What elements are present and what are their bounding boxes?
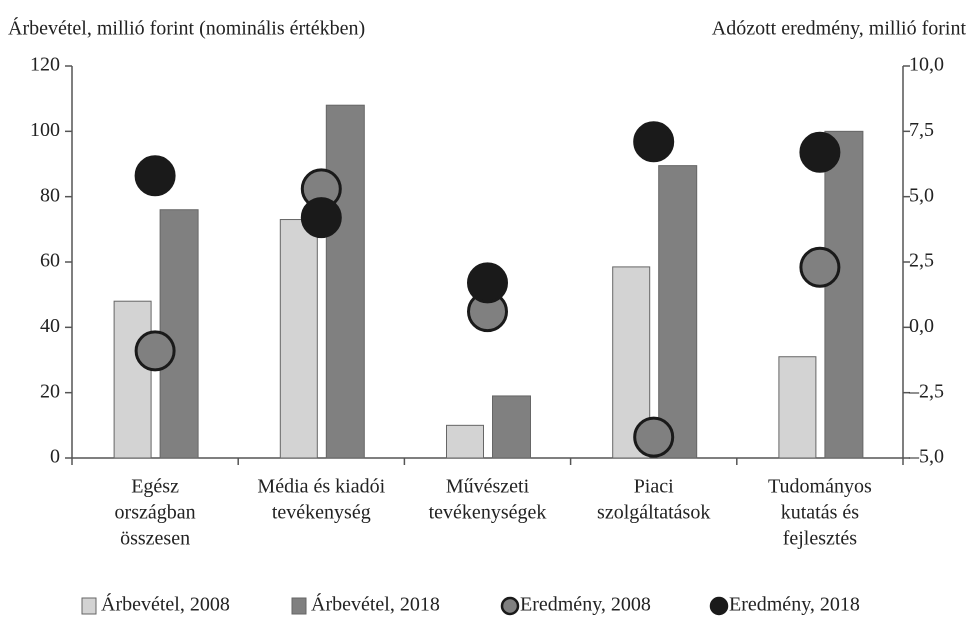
bar bbox=[113, 300, 152, 459]
x-tick-label: tevékenységek bbox=[429, 502, 547, 524]
point bbox=[633, 416, 675, 458]
x-tick-label: országban bbox=[115, 502, 196, 524]
y-tick-label: 80 bbox=[40, 184, 60, 206]
point bbox=[633, 121, 675, 163]
x-tick-label: szolgáltatások bbox=[597, 502, 710, 524]
point bbox=[799, 131, 841, 173]
legend-swatch bbox=[291, 597, 307, 615]
y2-tick-label: 7,5 bbox=[909, 119, 934, 141]
y-tick-label: 60 bbox=[40, 250, 60, 272]
y2-tick-label: 2,5 bbox=[909, 250, 934, 272]
y-tick-label: 0 bbox=[50, 446, 60, 468]
y2-axis-title: Adózott eredmény, millió forint bbox=[712, 18, 967, 40]
point bbox=[467, 262, 508, 304]
x-tick-label: összesen bbox=[120, 528, 190, 550]
y-tick-label: 40 bbox=[40, 315, 60, 337]
y-tick-label: 100 bbox=[30, 119, 60, 141]
y2-tick-label: –2,5 bbox=[908, 380, 944, 402]
y-axis-title: Árbevétel, millió forint (nominális érté… bbox=[8, 17, 365, 40]
bar bbox=[612, 266, 651, 459]
y2-tick-label: 0,0 bbox=[909, 315, 934, 337]
bar bbox=[446, 424, 484, 459]
y-tick-label: 120 bbox=[30, 54, 60, 76]
point bbox=[134, 330, 176, 372]
x-tick-label: Média és kiadói bbox=[257, 476, 385, 498]
y-tick-label: 20 bbox=[40, 380, 60, 402]
legend-swatch bbox=[81, 597, 97, 615]
x-tick-label: Tudományos bbox=[768, 476, 872, 498]
x-tick-label: Egész bbox=[131, 476, 179, 498]
legend-label: Árbevétel, 2018 bbox=[311, 593, 440, 616]
legend-label: Árbevétel, 2008 bbox=[101, 593, 230, 616]
x-tick-label: Piaci bbox=[634, 476, 674, 498]
bar bbox=[658, 165, 698, 459]
bar bbox=[279, 219, 318, 459]
x-tick-label: tevékenység bbox=[272, 502, 371, 524]
y2-tick-label: 5,0 bbox=[909, 184, 934, 206]
point bbox=[300, 197, 342, 239]
bar bbox=[824, 130, 864, 459]
point bbox=[799, 246, 841, 288]
legend-label: Eredmény, 2018 bbox=[729, 594, 860, 616]
legend-label: Eredmény, 2008 bbox=[520, 594, 651, 616]
x-tick-label: Művészeti bbox=[446, 476, 530, 498]
bar bbox=[325, 104, 365, 459]
x-tick-label: fejlesztés bbox=[783, 528, 858, 550]
bar bbox=[492, 395, 531, 459]
legend-swatch bbox=[709, 596, 729, 616]
y2-tick-label: 10,0 bbox=[909, 54, 944, 76]
x-tick-label: kutatás és bbox=[781, 502, 860, 524]
point bbox=[134, 155, 176, 197]
y2-tick-label: –5,0 bbox=[908, 446, 944, 468]
bar bbox=[778, 356, 817, 459]
legend-swatch bbox=[500, 596, 520, 616]
